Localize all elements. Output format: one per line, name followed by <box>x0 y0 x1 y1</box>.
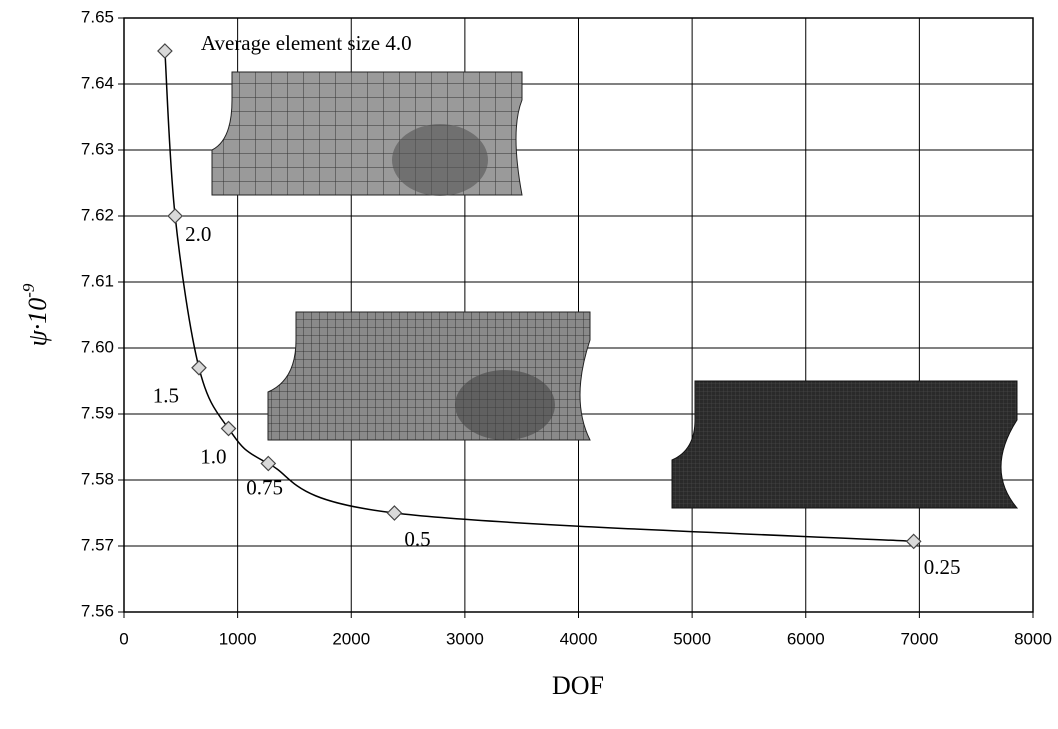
x-tick-label: 4000 <box>560 629 598 648</box>
y-tick-label: 7.61 <box>81 271 114 290</box>
point-label: 0.75 <box>246 475 283 499</box>
mesh-inclusion <box>392 124 488 196</box>
mesh-images <box>212 72 1017 508</box>
x-tick-label: 8000 <box>1014 629 1052 648</box>
point-label: 0.5 <box>404 527 430 551</box>
y-tick-label: 7.58 <box>81 469 114 488</box>
point-label: 0.25 <box>924 555 961 579</box>
y-axis-label-base: ψ·10 <box>23 298 52 347</box>
data-point <box>387 506 401 520</box>
point-label: 1.0 <box>200 444 226 468</box>
data-point <box>192 361 206 375</box>
x-tick-label: 5000 <box>673 629 711 648</box>
data-point <box>158 44 172 58</box>
mesh-inclusion <box>455 370 555 440</box>
point-label: 2.0 <box>185 222 211 246</box>
x-tick-label: 1000 <box>219 629 257 648</box>
x-tick-label: 7000 <box>900 629 938 648</box>
y-tick-label: 7.64 <box>81 73 114 92</box>
x-tick-label: 3000 <box>446 629 484 648</box>
x-axis-label: DOF <box>552 671 604 700</box>
x-tick-label: 2000 <box>332 629 370 648</box>
x-tick-label: 6000 <box>787 629 825 648</box>
y-tick-label: 7.56 <box>81 601 114 620</box>
y-tick-label: 7.65 <box>81 7 114 26</box>
data-point <box>168 209 182 223</box>
y-tick-label: 7.62 <box>81 205 114 224</box>
point-label: 1.5 <box>153 384 179 408</box>
mesh-image <box>672 381 1017 508</box>
data-point <box>222 422 236 436</box>
chart: 7.56 7.57 7.58 7.59 7.60 7.61 7.62 7.63 7.64 7.65… <box>0 0 1058 729</box>
point-label: Average element size 4.0 <box>201 31 412 55</box>
y-axis-label: ψ·10-9 <box>19 283 52 346</box>
x-tick-label: 0 <box>119 629 128 648</box>
y-tick-label: 7.59 <box>81 403 114 422</box>
data-point <box>261 457 275 471</box>
y-axis-label-exponent: -9 <box>19 283 38 298</box>
y-tick-label: 7.57 <box>81 535 114 554</box>
y-tick-label: 7.60 <box>81 337 114 356</box>
y-tick-label: 7.63 <box>81 139 114 158</box>
